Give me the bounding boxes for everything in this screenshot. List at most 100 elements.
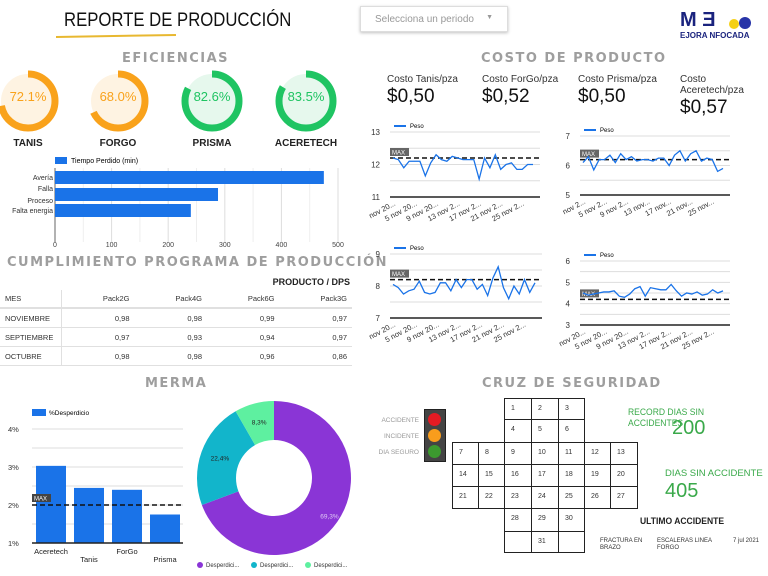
light-dia-seguro <box>428 445 441 458</box>
cost-card: Costo Tanis/pza $0,50 <box>387 74 458 108</box>
legend-label: Peso <box>410 246 424 252</box>
cost-value: $0,50 <box>387 86 435 107</box>
gauge-aceretech: 83.5% ACERETECH <box>274 69 338 149</box>
svg-text:M Ǝ: M Ǝ <box>680 9 716 31</box>
last-accident-label: ULTIMO ACCIDENTE <box>640 516 725 527</box>
day-cell[interactable]: 18 <box>558 464 585 487</box>
cost-label: Costo Tanis/pza <box>387 74 458 85</box>
day-cell[interactable]: 30 <box>558 508 585 532</box>
day-cell[interactable]: 31 <box>531 531 559 553</box>
day-cell[interactable]: 15 <box>478 464 505 487</box>
column-header: MES <box>0 290 62 309</box>
day-cell[interactable]: 26 <box>584 486 611 509</box>
period-select[interactable]: Selecciona un periodo ▼ <box>360 6 508 32</box>
legend-dot <box>197 562 203 568</box>
cumplimiento-table: MES Pack2G Pack4G Pack6G Pack3G NOVIEMBRE 0,98… <box>0 290 352 366</box>
table-cell: 0,98 <box>134 347 207 366</box>
day-cell[interactable]: 16 <box>504 464 532 487</box>
legend-dot <box>305 562 311 568</box>
cost-card: Costo Prisma/pza $0,50 <box>578 74 657 108</box>
category-label: Falta energia <box>12 208 53 215</box>
tick-label: 6 <box>566 162 571 171</box>
tick-label: 7 <box>566 132 571 141</box>
day-cell[interactable]: 2 <box>531 398 559 420</box>
cost-value: $0,57 <box>680 97 728 118</box>
category-label: ForGo <box>116 547 137 556</box>
day-cell[interactable]: 7 <box>452 442 479 465</box>
day-cell[interactable]: 14 <box>452 464 479 487</box>
day-cell[interactable]: 6 <box>558 419 585 443</box>
table-row: NOVIEMBRE 0,98 0,98 0,99 0,97 <box>0 309 352 328</box>
legend-swatch <box>32 409 46 416</box>
day-cell[interactable]: 1 <box>504 398 532 420</box>
series-line <box>582 283 724 298</box>
legend-label: Peso <box>600 253 614 259</box>
tick-label: 100 <box>106 242 118 249</box>
day-cell[interactable]: 24 <box>531 486 559 509</box>
day-cell[interactable]: 8 <box>478 442 505 465</box>
day-cell[interactable]: 27 <box>610 486 638 509</box>
day-cell[interactable]: 29 <box>531 508 559 532</box>
legend-label: Tiempo Perdido (min) <box>71 158 138 165</box>
day-cell[interactable]: 5 <box>531 419 559 443</box>
day-cell[interactable]: 9 <box>504 442 532 465</box>
day-cell[interactable]: 23 <box>504 486 532 509</box>
max-badge <box>32 494 51 502</box>
day-cell[interactable]: 10 <box>531 442 559 465</box>
gauge-value: 83.5% <box>287 89 325 104</box>
day-cell[interactable]: 11 <box>558 442 585 465</box>
tick-label: 13 <box>371 128 380 137</box>
day-cell[interactable]: 28 <box>504 508 532 532</box>
day-cell[interactable]: 19 <box>584 464 611 487</box>
max-badge <box>580 289 599 298</box>
day-cell[interactable]: 12 <box>584 442 611 465</box>
section-seguridad: CRUZ DE SEGURIDAD <box>482 376 662 391</box>
cost-value: $0,52 <box>482 86 530 107</box>
slice-label: 8,3% <box>252 419 267 426</box>
tick-label: 200 <box>162 242 174 249</box>
legend-swatch <box>55 157 67 164</box>
day-cell[interactable]: 17 <box>531 464 559 487</box>
section-cumplimiento: CUMPLIMIENTO PROGRAMA DE PRODUCCIÓN <box>7 255 388 270</box>
table-cell: 0,98 <box>62 347 135 366</box>
day-cell[interactable]: 20 <box>610 464 638 487</box>
last-accident-type: FRACTURA EN BRAZO <box>600 538 643 551</box>
legend-label: INCIDENTE <box>383 433 419 440</box>
day-cell[interactable]: 21 <box>452 486 479 509</box>
table-group-header: PRODUCTO / DPS <box>272 277 350 287</box>
tick-label: 0 <box>53 242 57 249</box>
table-cell: 0,99 <box>207 309 280 328</box>
gauge-ring <box>87 70 149 132</box>
table-cell: NOVIEMBRE <box>0 309 62 328</box>
gauge-label: ACERETECH <box>274 138 338 149</box>
day-cell[interactable] <box>558 531 585 553</box>
category-label: Tanis <box>80 555 98 564</box>
table-row: OCTUBRE 0,98 0,98 0,96 0,86 <box>0 347 352 366</box>
gauge-tanis: 72.1% TANIS <box>0 69 60 149</box>
svg-text:EJORA NFOCADA: EJORA NFOCADA <box>680 31 750 40</box>
light-incidente <box>428 429 441 442</box>
tick-label: 8 <box>376 282 381 291</box>
last-accident-date: 7 jul 2021 <box>733 538 760 544</box>
gauge-bg <box>1 74 55 128</box>
column-header: Pack4G <box>134 290 207 309</box>
section-merma: MERMA <box>145 376 208 391</box>
days-label: DIAS SIN ACCIDENTE <box>665 468 763 479</box>
gauge-arc <box>87 70 149 132</box>
legend-dot <box>251 562 257 568</box>
bar <box>150 514 180 543</box>
day-cell[interactable] <box>504 531 532 553</box>
day-cell[interactable]: 4 <box>504 419 532 443</box>
tick-label: 500 <box>332 242 344 249</box>
tick-label: 12 <box>371 161 380 170</box>
gauge-value: 68.0% <box>99 89 137 104</box>
day-cell[interactable]: 13 <box>610 442 638 465</box>
day-cell[interactable]: 25 <box>558 486 585 509</box>
cost-label: Costo Prisma/pza <box>578 74 657 85</box>
legend-label: DIA SEGURO <box>378 449 419 456</box>
column-header: Pack2G <box>62 290 135 309</box>
day-cell[interactable]: 3 <box>558 398 585 420</box>
table-cell: 0,98 <box>134 309 207 328</box>
day-cell[interactable]: 22 <box>478 486 505 509</box>
title-underline <box>55 33 177 39</box>
